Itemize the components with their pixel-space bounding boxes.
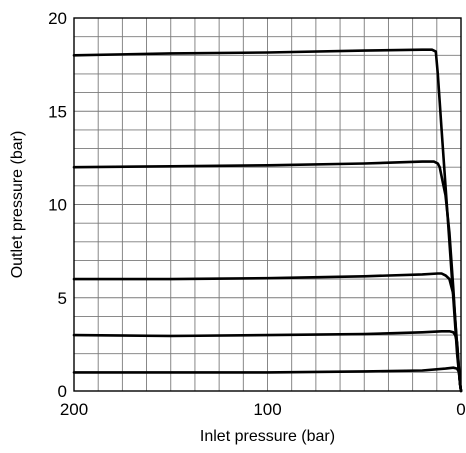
series-line-4 xyxy=(72,330,463,393)
y-tick-label: 20 xyxy=(48,9,67,28)
series-line-5 xyxy=(72,366,463,393)
tick-labels: 200 100 0 0 5 10 15 20 xyxy=(48,9,466,419)
x-tick-label: 100 xyxy=(253,400,281,419)
y-tick-label: 5 xyxy=(58,289,67,308)
x-axis-title: Inlet pressure (bar) xyxy=(200,428,335,445)
series-layer xyxy=(72,48,463,393)
y-tick-label: 0 xyxy=(58,382,67,401)
x-tick-label: 0 xyxy=(456,400,465,419)
plot-frame xyxy=(73,17,462,392)
y-tick-label: 15 xyxy=(48,102,67,121)
y-tick-label: 10 xyxy=(48,196,67,215)
x-tick-label: 200 xyxy=(60,400,88,419)
y-axis-title: Outlet pressure (bar) xyxy=(9,131,26,279)
